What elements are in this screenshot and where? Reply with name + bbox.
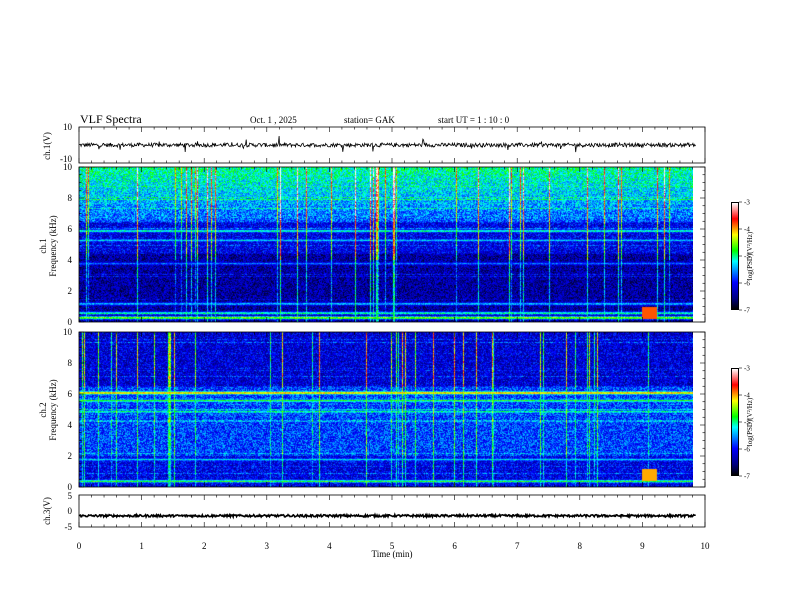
colorbar-tick-label: -6 <box>744 280 750 288</box>
ch3-ytick-mid: 0 <box>68 506 73 516</box>
ch3-ytick-bottom: -5 <box>65 522 73 532</box>
ch1-ylabel: ch.1(V) <box>42 132 52 160</box>
ch1-colorbar-ticks: -3 -4 -5 -6 -7 <box>739 199 750 315</box>
ch1-colorbar-gradient <box>731 202 739 310</box>
time-axis-title: Time (min) <box>372 549 413 559</box>
ch2-spectrogram-panel: 0 2 4 6 8 10 ch.2 Frequency (kHz) <box>38 327 706 492</box>
time-tick-label: 1 <box>139 541 144 551</box>
freq-tick-label: 6 <box>68 389 73 399</box>
freq-tick-label: 8 <box>68 193 73 203</box>
time-tick-label: 6 <box>452 541 457 551</box>
ch1-ytick-bottom: -10 <box>60 154 72 164</box>
station-label: station= GAK <box>344 115 395 125</box>
colorbar-tick-label: -4 <box>744 392 750 400</box>
colorbar-tick-label: -6 <box>744 446 750 454</box>
time-tick-label: 9 <box>640 541 645 551</box>
freq-tick-label: 0 <box>68 317 73 327</box>
colorbar-tick-label: -5 <box>744 253 750 261</box>
ch1-ytick-top: 10 <box>63 122 73 132</box>
ch3-waveform-line <box>78 512 696 520</box>
colorbar-tick-label: -3 <box>744 199 750 207</box>
time-tick-label: 2 <box>202 541 207 551</box>
start-time-label: start UT = 1 : 10 : 0 <box>438 115 510 125</box>
ch1-spectrogram-panel: 0 2 4 6 8 10 ch.1 Frequency (kHz) <box>38 162 706 327</box>
ch2-colorbar-label: log(PSD)(V²/Hz) <box>746 397 754 446</box>
freq-tick-label: 4 <box>68 420 73 430</box>
ch2-freq-label: Frequency (kHz) <box>48 379 58 440</box>
time-tick-label: 10 <box>701 541 711 551</box>
ch1-channel-label: ch.1 <box>38 238 48 253</box>
ch3-ylabel: ch.3(V) <box>42 497 52 525</box>
ch1-freq-ticks: 0 2 4 6 8 10 <box>63 162 705 327</box>
colorbar-tick-label: -7 <box>744 473 750 481</box>
ch2-channel-label: ch.2 <box>38 402 48 417</box>
ch2-colorbar-gradient <box>731 368 739 476</box>
freq-tick-label: 10 <box>63 327 73 337</box>
colorbar-tick-label: -3 <box>744 365 750 373</box>
ch1-waveform-line <box>78 135 696 153</box>
time-axis-ticks <box>78 127 706 527</box>
ch3-ytick-top: 5 <box>68 491 73 501</box>
time-tick-label: 3 <box>265 541 270 551</box>
time-tick-label: 4 <box>327 541 332 551</box>
date-label: Oct. 1 , 2025 <box>250 115 297 125</box>
freq-tick-label: 10 <box>63 162 73 172</box>
figure-title: VLF Spectra <box>80 112 142 126</box>
ch2-spectrogram-image <box>79 332 693 487</box>
ch2-colorbar: -3 -4 -5 -6 -7 log(PSD)(V²/Hz) <box>731 365 754 481</box>
time-tick-label: 7 <box>515 541 520 551</box>
colorbar-tick-label: -5 <box>744 419 750 427</box>
ch2-freq-ticks: 0 2 4 6 8 10 <box>63 327 705 492</box>
time-tick-label: 5 <box>390 541 395 551</box>
time-tick-label: 0 <box>77 541 82 551</box>
ch1-spectrogram-image <box>79 167 693 322</box>
freq-tick-label: 4 <box>68 255 73 265</box>
freq-tick-label: 0 <box>68 482 73 492</box>
colorbar-tick-label: -4 <box>744 226 750 234</box>
colorbar-tick-label: -7 <box>744 307 750 315</box>
freq-tick-label: 2 <box>68 451 73 461</box>
freq-tick-label: 2 <box>68 286 73 296</box>
freq-tick-label: 8 <box>68 358 73 368</box>
ch1-freq-label: Frequency (kHz) <box>48 215 58 276</box>
freq-tick-label: 6 <box>68 224 73 234</box>
ch1-colorbar: -3 -4 -5 -6 -7 log(PSD)(V²/Hz) <box>731 199 754 315</box>
time-tick-label: 8 <box>578 541 583 551</box>
ch2-colorbar-ticks: -3 -4 -5 -6 -7 <box>739 365 750 481</box>
time-axis-labels: 0 1 2 3 4 5 6 7 8 9 10 <box>77 541 710 551</box>
ch1-colorbar-label: log(PSD)(V²/Hz) <box>746 231 754 280</box>
